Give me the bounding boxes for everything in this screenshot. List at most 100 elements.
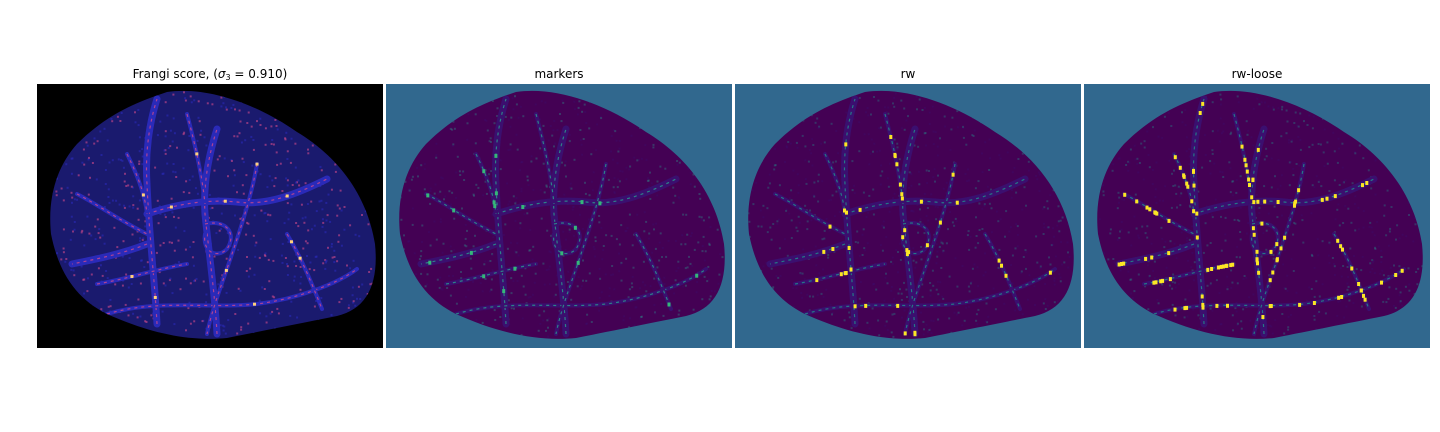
- texture-dot: [289, 315, 291, 317]
- texture-dot: [888, 186, 890, 188]
- texture-dot: [617, 151, 619, 153]
- texture-dot: [250, 136, 252, 138]
- texture-dot: [880, 244, 882, 246]
- texture-dot: [1340, 267, 1342, 269]
- texture-dot: [450, 204, 452, 206]
- texture-dot: [622, 171, 624, 173]
- texture-dot: [1163, 246, 1165, 248]
- texture-dot: [1380, 261, 1382, 263]
- texture-dot: [310, 201, 312, 203]
- texture-dot: [970, 282, 972, 284]
- texture-dot: [466, 230, 468, 232]
- texture-dot: [917, 232, 919, 234]
- hot-spot: [822, 250, 825, 254]
- texture-dot: [932, 106, 934, 108]
- texture-dot: [584, 104, 586, 106]
- texture-dot: [611, 135, 613, 137]
- texture-dot: [251, 126, 253, 128]
- hot-spot: [1135, 199, 1138, 203]
- texture-dot: [1362, 157, 1364, 159]
- texture-dot: [1272, 333, 1274, 335]
- texture-dot: [171, 211, 173, 213]
- texture-dot: [1128, 162, 1130, 164]
- texture-dot: [1025, 205, 1027, 207]
- texture-dot: [237, 249, 239, 251]
- texture-dot: [530, 296, 532, 298]
- texture-dot: [121, 112, 123, 114]
- texture-dot: [1264, 102, 1266, 104]
- texture-dot: [522, 317, 524, 319]
- texture-dot: [1017, 245, 1019, 247]
- texture-dot: [818, 174, 820, 176]
- texture-dot: [813, 182, 815, 184]
- hot-spot: [1362, 294, 1365, 298]
- texture-dot: [1121, 221, 1123, 223]
- texture-dot: [899, 158, 901, 160]
- texture-dot: [494, 309, 496, 311]
- texture-dot: [1264, 158, 1266, 160]
- texture-dot: [613, 186, 615, 188]
- texture-dot: [509, 149, 511, 151]
- texture-dot: [67, 187, 69, 189]
- texture-dot: [139, 316, 141, 318]
- texture-dot: [678, 196, 680, 198]
- texture-dot: [240, 121, 242, 123]
- texture-dot: [226, 292, 228, 294]
- texture-dot: [1339, 224, 1341, 226]
- texture-dot: [752, 189, 754, 191]
- texture-dot: [651, 252, 653, 254]
- texture-dot: [1311, 288, 1313, 290]
- texture-dot: [1054, 277, 1056, 279]
- hot-spot: [1394, 273, 1397, 277]
- texture-dot: [963, 137, 965, 139]
- hot-spot: [889, 135, 892, 139]
- hot-spot: [577, 261, 580, 265]
- texture-dot: [274, 119, 276, 121]
- texture-dot: [581, 144, 583, 146]
- hot-spot: [1252, 178, 1255, 182]
- texture-dot: [1281, 215, 1283, 217]
- texture-dot: [109, 202, 111, 204]
- texture-dot: [267, 214, 269, 216]
- texture-dot: [1315, 280, 1317, 282]
- texture-dot: [1395, 239, 1397, 241]
- hot-spot: [1250, 195, 1253, 199]
- texture-dot: [361, 284, 363, 286]
- texture-dot: [1149, 275, 1151, 277]
- texture-dot: [802, 248, 804, 250]
- texture-dot: [658, 260, 660, 262]
- texture-dot: [322, 218, 324, 220]
- texture-dot: [649, 198, 651, 200]
- texture-dot: [1061, 264, 1063, 266]
- texture-dot: [322, 226, 324, 228]
- texture-dot: [452, 145, 454, 147]
- image-frangi: [37, 84, 383, 348]
- texture-dot: [236, 333, 238, 335]
- texture-dot: [625, 178, 627, 180]
- texture-dot: [1212, 216, 1214, 218]
- texture-dot: [800, 273, 802, 275]
- texture-dot: [685, 285, 687, 287]
- texture-dot: [650, 285, 652, 287]
- texture-dot: [924, 107, 926, 109]
- texture-dot: [625, 230, 627, 232]
- texture-dot: [1258, 103, 1260, 105]
- texture-dot: [1117, 239, 1119, 241]
- texture-dot: [688, 256, 690, 258]
- texture-dot: [521, 161, 523, 163]
- texture-dot: [513, 271, 515, 273]
- hot-spot: [1201, 303, 1204, 307]
- texture-dot: [141, 259, 143, 261]
- texture-dot: [818, 272, 820, 274]
- texture-dot: [694, 186, 696, 188]
- texture-dot: [555, 284, 557, 286]
- texture-dot: [320, 297, 322, 299]
- texture-dot: [412, 224, 414, 226]
- hot-spot: [899, 183, 902, 187]
- texture-dot: [1184, 109, 1186, 111]
- hot-spot: [1154, 211, 1157, 215]
- texture-dot: [1058, 273, 1060, 275]
- texture-dot: [640, 318, 642, 320]
- texture-dot: [1020, 272, 1022, 274]
- texture-dot: [858, 150, 860, 152]
